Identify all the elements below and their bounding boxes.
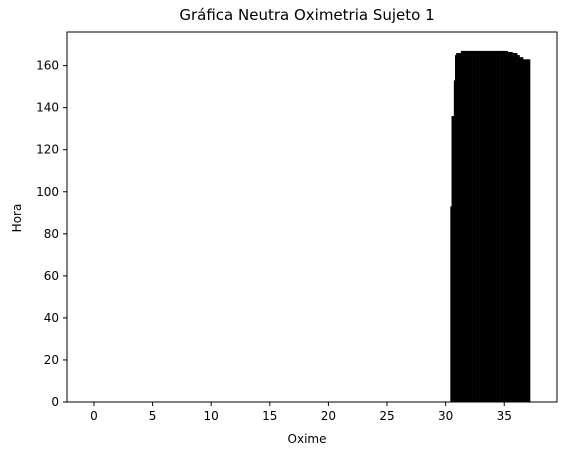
bar	[462, 50, 464, 402]
bar	[487, 50, 490, 402]
bar	[484, 50, 486, 402]
bar	[504, 50, 506, 402]
bar	[483, 50, 485, 402]
bar	[526, 59, 528, 403]
bar	[518, 55, 520, 402]
plot-frame	[66, 31, 558, 403]
bar	[498, 50, 500, 402]
bar	[505, 50, 507, 402]
y-tick-label: 40	[44, 311, 59, 325]
bar	[489, 50, 491, 402]
bar	[520, 57, 523, 403]
bar	[451, 116, 453, 402]
bar	[503, 50, 505, 402]
x-tick-label: 20	[321, 409, 336, 423]
bar	[464, 50, 466, 402]
bar	[450, 206, 452, 402]
bar	[492, 50, 494, 402]
y-axis-ticks: 0 20 40 60 80 100 120 140 160	[36, 59, 67, 409]
bar	[455, 55, 457, 402]
bar	[512, 53, 514, 402]
bar	[473, 50, 476, 402]
bar	[480, 50, 483, 402]
bar	[513, 53, 516, 402]
bar	[515, 53, 518, 402]
x-tick-label: 10	[204, 409, 219, 423]
bar	[456, 53, 458, 402]
y-tick-label: 160	[36, 59, 59, 73]
x-tick-label: 35	[497, 409, 512, 423]
bar	[499, 50, 502, 402]
y-axis-label: Hora	[10, 204, 24, 233]
bar	[453, 80, 456, 403]
y-tick-label: 120	[36, 143, 59, 157]
bar	[463, 50, 465, 402]
chart-title: Gráfica Neutra Oximetria Sujeto 1	[179, 6, 434, 24]
y-tick-label: 100	[36, 185, 59, 199]
bar	[508, 51, 511, 403]
bar	[472, 50, 475, 402]
bar	[470, 50, 472, 402]
x-tick-label: 15	[262, 409, 277, 423]
bar	[527, 59, 530, 403]
bar	[485, 50, 487, 402]
bar	[494, 50, 497, 402]
bar	[491, 50, 493, 402]
bar	[479, 50, 482, 402]
bar	[514, 53, 517, 402]
bar-series	[450, 50, 531, 403]
bar	[507, 51, 510, 403]
bar	[467, 50, 470, 402]
bar	[476, 50, 478, 402]
bar	[496, 50, 498, 402]
bar	[517, 55, 519, 402]
y-tick-label: 60	[44, 269, 59, 283]
y-tick-label: 80	[44, 227, 59, 241]
bar	[478, 50, 480, 402]
bar	[511, 51, 513, 403]
bar	[510, 51, 512, 403]
bar	[465, 50, 468, 402]
bar	[521, 57, 524, 403]
bar	[460, 50, 463, 402]
bar	[490, 50, 492, 402]
x-tick-label: 30	[438, 409, 453, 423]
bar	[524, 59, 526, 403]
bar	[481, 50, 484, 402]
x-tick-label: 25	[379, 409, 394, 423]
x-axis-ticks: 0 5 10 15 20 25 30 35	[90, 402, 512, 423]
x-tick-label: 0	[90, 409, 98, 423]
y-tick-label: 0	[51, 395, 59, 409]
y-tick-label: 140	[36, 101, 59, 115]
bar	[466, 50, 469, 402]
bar	[471, 50, 473, 402]
bar	[469, 50, 471, 402]
bar	[452, 116, 455, 402]
bar	[474, 50, 477, 402]
bar	[486, 50, 489, 402]
bar	[528, 59, 531, 403]
bar	[493, 50, 496, 402]
bar	[457, 53, 459, 402]
bar	[525, 59, 527, 403]
bar	[519, 57, 521, 403]
bar	[477, 50, 479, 402]
x-axis-label: Oxime	[288, 432, 327, 446]
x-tick-label: 5	[149, 409, 157, 423]
bar	[500, 50, 503, 402]
y-tick-label: 20	[44, 353, 59, 367]
bar	[506, 50, 509, 402]
bar	[497, 50, 499, 402]
bar	[458, 53, 461, 402]
bar	[523, 59, 525, 403]
bar	[501, 50, 504, 402]
bar	[459, 53, 462, 402]
